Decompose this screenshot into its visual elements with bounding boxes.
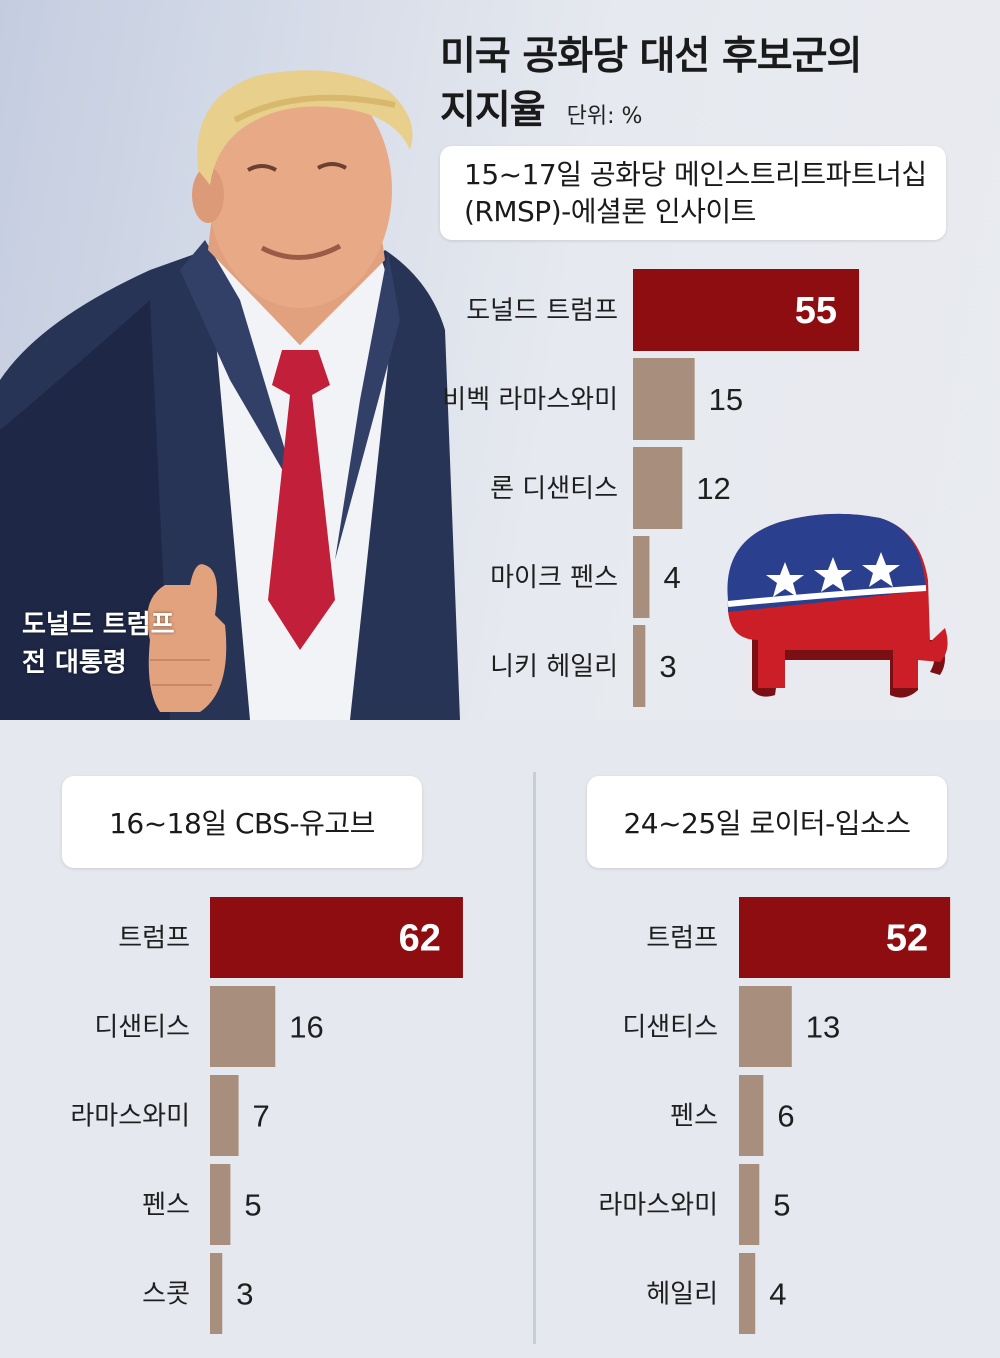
poll-source-reuters: 24~25일 로이터-입소스 xyxy=(587,776,947,868)
value-label-reuters-4: 4 xyxy=(769,1277,786,1312)
category-label-reuters-4: 헤일리 xyxy=(646,1280,718,1310)
bar-rmsp-2 xyxy=(633,447,683,529)
category-label-cbs-1: 디샌티스 xyxy=(94,1013,190,1043)
value-label-cbs-1: 16 xyxy=(289,1010,323,1045)
category-label-rmsp-1: 비벡 라마스와미 xyxy=(442,385,618,415)
page-title: 미국 공화당 대선 후보군의 지지율 단위: % xyxy=(440,30,862,144)
poll-source-cbs: 16~18일 CBS-유고브 xyxy=(62,776,422,868)
bar-rmsp-4 xyxy=(633,625,646,707)
category-label-reuters-2: 펜스 xyxy=(670,1102,718,1132)
value-label-cbs-2: 7 xyxy=(253,1099,270,1134)
value-label-cbs-3: 5 xyxy=(244,1188,261,1223)
category-label-rmsp-4: 니키 헤일리 xyxy=(490,652,618,682)
category-label-cbs-3: 펜스 xyxy=(142,1191,190,1221)
poll-source-rmsp-line2: (RMSP)-에셜론 인사이트 xyxy=(464,195,756,228)
bar-reuters-1 xyxy=(739,986,792,1067)
category-label-reuters-0: 트럼프 xyxy=(646,924,718,954)
value-label-reuters-2: 6 xyxy=(777,1099,794,1134)
bar-reuters-3 xyxy=(739,1164,760,1245)
value-label-rmsp-2: 12 xyxy=(696,471,730,506)
value-label-reuters-1: 13 xyxy=(806,1010,840,1045)
category-label-rmsp-2: 론 디샌티스 xyxy=(490,474,618,504)
poll-source-rmsp: 15~17일 공화당 메인스트리트파트너십 (RMSP)-에셜론 인사이트 xyxy=(440,146,946,240)
category-label-cbs-0: 트럼프 xyxy=(118,924,190,954)
photo-caption-title: 전 대통령 xyxy=(22,648,127,678)
title-line-2: 지지율 xyxy=(440,88,546,133)
bar-rmsp-3 xyxy=(633,536,650,618)
category-label-rmsp-0: 도널드 트럼프 xyxy=(466,296,618,326)
bar-reuters-0 xyxy=(739,897,951,978)
title-line-1: 미국 공화당 대선 후보군의 xyxy=(440,34,862,79)
bar-rmsp-1 xyxy=(633,358,695,440)
poll-source-rmsp-line1: 15~17일 공화당 메인스트리트파트너십 xyxy=(464,158,927,191)
value-label-rmsp-4: 3 xyxy=(659,649,676,684)
category-label-reuters-3: 라마스와미 xyxy=(598,1191,718,1221)
photo-caption-name: 도널드 트럼프 xyxy=(22,610,175,640)
bar-cbs-4 xyxy=(210,1253,223,1334)
value-label-rmsp-1: 15 xyxy=(709,382,743,417)
category-label-reuters-1: 디샌티스 xyxy=(622,1013,718,1043)
unit-label: 단위: % xyxy=(566,104,643,129)
value-label-reuters-0: 52 xyxy=(886,918,928,960)
value-label-reuters-3: 5 xyxy=(773,1188,790,1223)
bar-reuters-4 xyxy=(739,1253,756,1334)
bar-rmsp-0 xyxy=(633,269,860,351)
value-label-cbs-0: 62 xyxy=(399,918,441,960)
category-label-cbs-2: 라마스와미 xyxy=(70,1102,190,1132)
bar-cbs-3 xyxy=(210,1164,231,1245)
bar-reuters-2 xyxy=(739,1075,764,1156)
category-label-rmsp-3: 마이크 펜스 xyxy=(490,563,618,593)
bar-cbs-0 xyxy=(210,897,463,978)
value-label-rmsp-0: 55 xyxy=(795,290,837,332)
bar-cbs-2 xyxy=(210,1075,239,1156)
panel-divider xyxy=(533,772,536,1344)
poll-source-reuters-label: 24~25일 로이터-입소스 xyxy=(623,807,911,840)
poll-source-cbs-label: 16~18일 CBS-유고브 xyxy=(109,807,375,840)
value-label-rmsp-3: 4 xyxy=(663,560,680,595)
value-label-cbs-4: 3 xyxy=(236,1277,253,1312)
bar-cbs-1 xyxy=(210,986,276,1067)
category-label-cbs-4: 스콧 xyxy=(142,1280,190,1310)
photo-caption: 도널드 트럼프 전 대통령 xyxy=(22,606,175,682)
